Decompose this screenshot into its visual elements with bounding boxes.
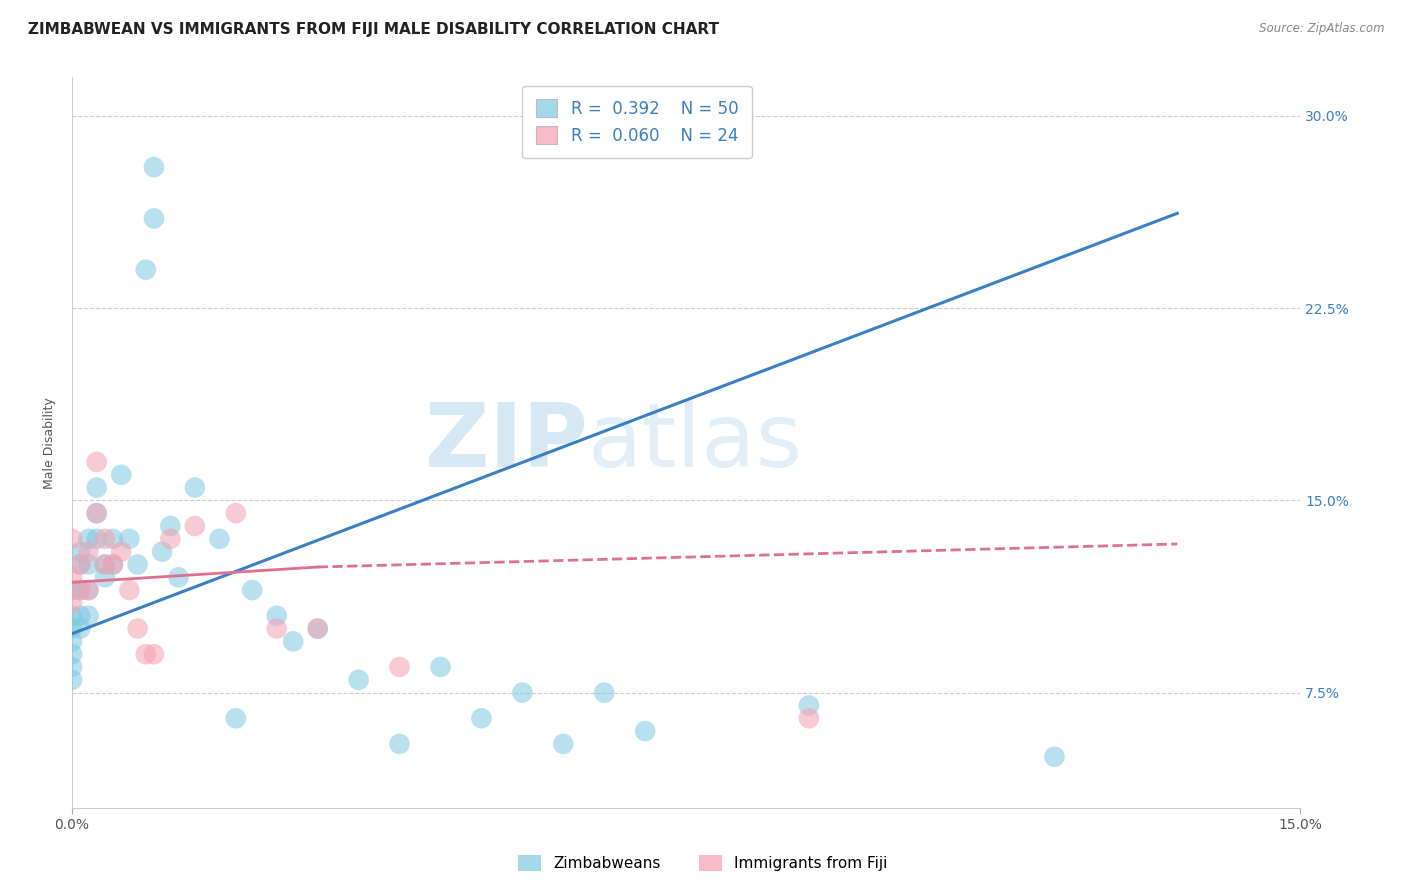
Point — [208, 532, 231, 546]
Point — [167, 570, 190, 584]
Point — [77, 558, 100, 572]
Legend: Zimbabweans, Immigrants from Fiji: Zimbabweans, Immigrants from Fiji — [512, 849, 894, 877]
Point — [127, 558, 149, 572]
Point — [184, 481, 207, 495]
Point — [110, 544, 132, 558]
Point — [86, 506, 108, 520]
Point — [307, 622, 329, 636]
Point — [69, 622, 91, 636]
Point — [388, 660, 411, 674]
Point — [60, 596, 83, 610]
Point — [512, 685, 534, 699]
Point — [69, 558, 91, 572]
Point — [159, 519, 181, 533]
Point — [86, 481, 108, 495]
Point — [60, 622, 83, 636]
Point — [60, 634, 83, 648]
Text: ZIP: ZIP — [425, 400, 588, 486]
Point — [86, 455, 108, 469]
Point — [429, 660, 451, 674]
Point — [388, 737, 411, 751]
Point — [675, 121, 697, 136]
Point — [225, 711, 247, 725]
Point — [69, 583, 91, 598]
Point — [470, 711, 492, 725]
Point — [77, 544, 100, 558]
Point — [127, 622, 149, 636]
Point — [69, 558, 91, 572]
Text: ZIMBABWEAN VS IMMIGRANTS FROM FIJI MALE DISABILITY CORRELATION CHART: ZIMBABWEAN VS IMMIGRANTS FROM FIJI MALE … — [28, 22, 718, 37]
Point — [60, 532, 83, 546]
Point — [60, 647, 83, 661]
Point — [307, 622, 329, 636]
Point — [184, 519, 207, 533]
Point — [60, 570, 83, 584]
Point — [553, 737, 575, 751]
Legend: R =  0.392    N = 50, R =  0.060    N = 24: R = 0.392 N = 50, R = 0.060 N = 24 — [522, 86, 752, 158]
Point — [266, 622, 288, 636]
Point — [159, 532, 181, 546]
Point — [69, 608, 91, 623]
Point — [94, 532, 117, 546]
Point — [797, 698, 820, 713]
Point — [797, 711, 820, 725]
Point — [101, 558, 124, 572]
Point — [225, 506, 247, 520]
Point — [86, 532, 108, 546]
Point — [347, 673, 370, 687]
Point — [94, 570, 117, 584]
Point — [240, 583, 263, 598]
Point — [143, 160, 166, 174]
Point — [118, 532, 141, 546]
Point — [593, 685, 616, 699]
Point — [118, 583, 141, 598]
Point — [266, 608, 288, 623]
Point — [60, 608, 83, 623]
Point — [69, 544, 91, 558]
Point — [135, 647, 157, 661]
Point — [1043, 749, 1066, 764]
Point — [77, 532, 100, 546]
Point — [69, 583, 91, 598]
Text: atlas: atlas — [588, 400, 803, 486]
Point — [101, 532, 124, 546]
Point — [94, 558, 117, 572]
Point — [60, 660, 83, 674]
Point — [94, 558, 117, 572]
Point — [77, 608, 100, 623]
Point — [77, 583, 100, 598]
Point — [101, 558, 124, 572]
Point — [77, 583, 100, 598]
Point — [281, 634, 304, 648]
Point — [143, 211, 166, 226]
Point — [110, 467, 132, 482]
Point — [60, 673, 83, 687]
Point — [634, 724, 657, 739]
Point — [135, 262, 157, 277]
Point — [143, 647, 166, 661]
Point — [60, 583, 83, 598]
Text: Source: ZipAtlas.com: Source: ZipAtlas.com — [1260, 22, 1385, 36]
Point — [150, 544, 173, 558]
Point — [86, 506, 108, 520]
Y-axis label: Male Disability: Male Disability — [44, 397, 56, 489]
